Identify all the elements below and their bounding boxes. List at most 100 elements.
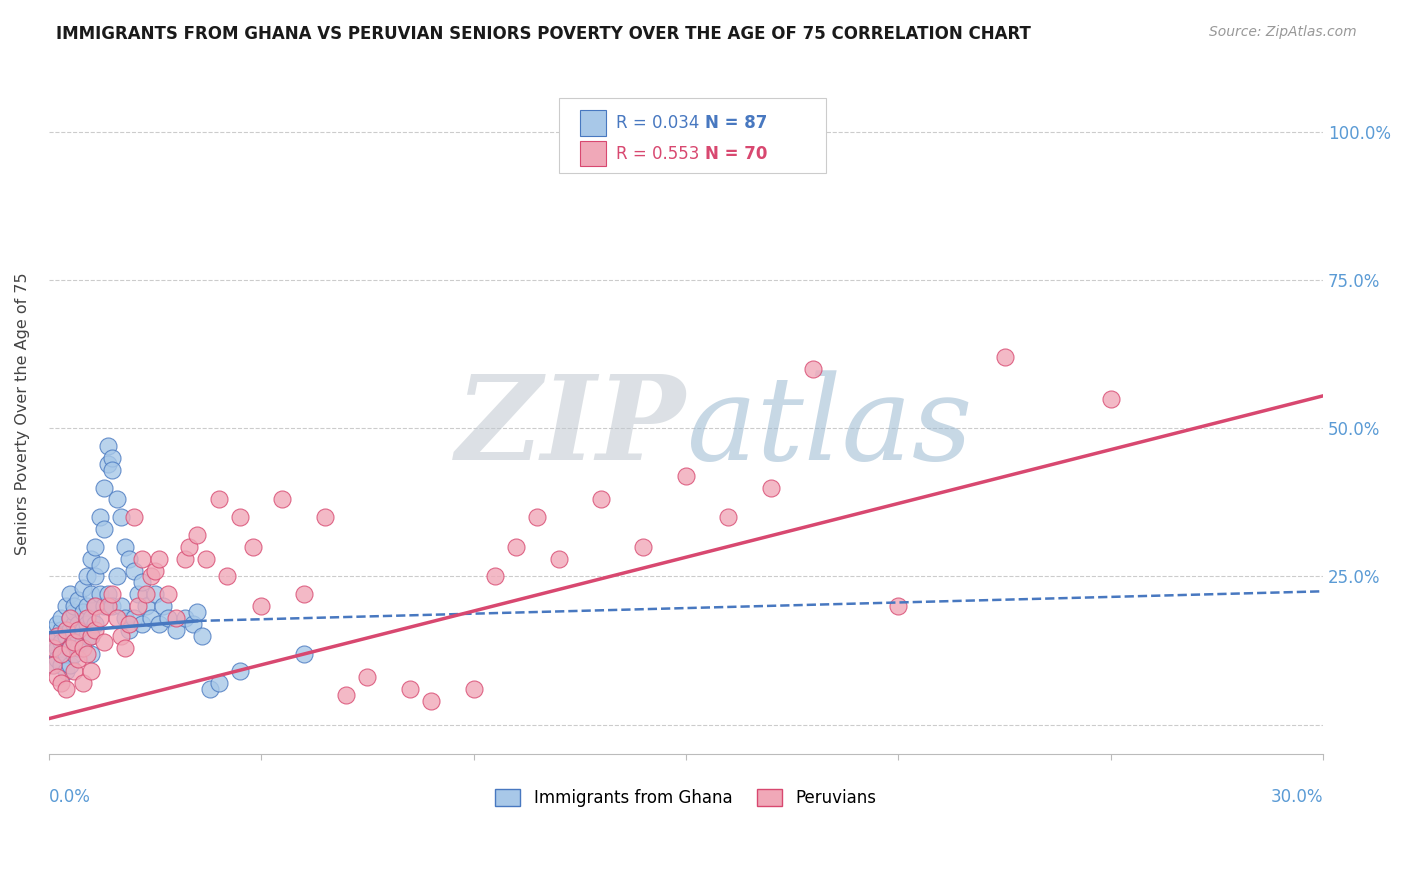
Point: [63, 605, 86, 619]
Point: [51, 658, 73, 673]
Point: [46, 670, 69, 684]
Point: [42, 634, 65, 648]
Point: [67, 652, 90, 666]
Point: [63, 647, 86, 661]
Point: [93, 522, 115, 536]
Point: [156, 587, 179, 601]
Point: [118, 623, 141, 637]
Point: [101, 463, 124, 477]
Point: [1099, 392, 1122, 406]
Point: [72, 640, 94, 655]
Point: [42, 658, 65, 673]
Point: [67, 616, 90, 631]
Point: [122, 564, 145, 578]
Text: N = 70: N = 70: [704, 145, 768, 162]
Point: [42, 640, 65, 655]
Point: [89, 558, 111, 572]
Point: [97, 599, 120, 614]
Point: [148, 616, 170, 631]
Point: [186, 605, 208, 619]
Point: [42, 658, 65, 673]
Point: [105, 569, 128, 583]
Point: [165, 611, 187, 625]
Point: [80, 647, 103, 661]
Point: [484, 569, 506, 583]
Point: [67, 640, 90, 655]
Point: [97, 457, 120, 471]
Point: [993, 351, 1015, 365]
Point: [63, 634, 86, 648]
Point: [76, 629, 98, 643]
Point: [292, 647, 315, 661]
Point: [217, 569, 239, 583]
Point: [59, 611, 82, 625]
Point: [46, 616, 69, 631]
Point: [51, 634, 73, 648]
Point: [135, 587, 157, 601]
Point: [292, 587, 315, 601]
Point: [76, 616, 98, 631]
Point: [55, 647, 77, 661]
Point: [398, 681, 420, 696]
Legend: Immigrants from Ghana, Peruvians: Immigrants from Ghana, Peruvians: [489, 782, 883, 814]
Point: [63, 634, 86, 648]
Point: [118, 616, 141, 631]
Point: [63, 616, 86, 631]
Point: [356, 670, 378, 684]
Point: [72, 623, 94, 637]
Point: [589, 492, 612, 507]
Point: [122, 611, 145, 625]
Point: [63, 665, 86, 679]
Point: [314, 510, 336, 524]
Point: [59, 623, 82, 637]
Point: [139, 569, 162, 583]
Text: R = 0.034: R = 0.034: [616, 113, 699, 132]
Point: [717, 510, 740, 524]
Point: [208, 676, 231, 690]
Text: 0.0%: 0.0%: [49, 789, 90, 806]
Point: [76, 569, 98, 583]
Point: [114, 640, 136, 655]
Point: [76, 611, 98, 625]
Point: [633, 540, 655, 554]
Point: [84, 616, 107, 631]
Point: [59, 587, 82, 601]
Text: atlas: atlas: [686, 370, 973, 484]
Point: [186, 528, 208, 542]
Point: [198, 681, 221, 696]
Point: [122, 510, 145, 524]
Point: [51, 623, 73, 637]
Y-axis label: Seniors Poverty Over the Age of 75: Seniors Poverty Over the Age of 75: [15, 272, 30, 555]
Point: [51, 611, 73, 625]
Point: [97, 439, 120, 453]
Point: [42, 623, 65, 637]
Point: [139, 611, 162, 625]
Point: [208, 492, 231, 507]
Point: [72, 582, 94, 596]
Point: [759, 481, 782, 495]
Point: [114, 611, 136, 625]
Point: [463, 681, 485, 696]
Point: [46, 629, 69, 643]
Point: [173, 611, 195, 625]
Point: [110, 629, 132, 643]
Point: [148, 551, 170, 566]
Point: [84, 540, 107, 554]
Point: [51, 647, 73, 661]
Point: [80, 665, 103, 679]
Point: [80, 629, 103, 643]
Point: [46, 640, 69, 655]
Point: [101, 587, 124, 601]
Point: [173, 551, 195, 566]
Point: [76, 599, 98, 614]
Point: [55, 665, 77, 679]
Point: [114, 540, 136, 554]
Point: [887, 599, 910, 614]
Point: [135, 599, 157, 614]
Point: [177, 540, 200, 554]
Point: [110, 510, 132, 524]
Point: [80, 611, 103, 625]
Point: [84, 623, 107, 637]
Point: [80, 629, 103, 643]
Point: [181, 616, 204, 631]
